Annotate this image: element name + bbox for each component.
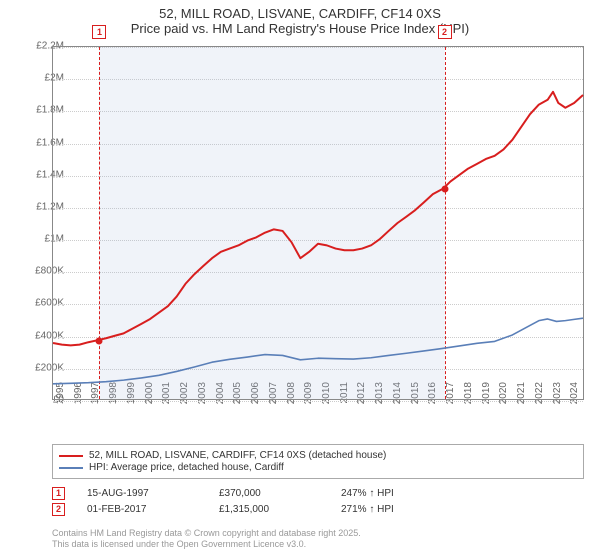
sale-marker-box: 1 [92, 25, 106, 39]
attribution: Contains HM Land Registry data © Crown c… [52, 528, 584, 551]
legend: 52, MILL ROAD, LISVANE, CARDIFF, CF14 0X… [52, 444, 584, 479]
legend-row: 52, MILL ROAD, LISVANE, CARDIFF, CF14 0X… [59, 450, 577, 461]
attribution-line2: This data is licensed under the Open Gov… [52, 539, 584, 550]
legend-swatch [59, 455, 83, 457]
sale-price: £1,315,000 [219, 504, 319, 515]
sale-date: 01-FEB-2017 [87, 504, 197, 515]
series-property [53, 92, 583, 346]
title-line1: 52, MILL ROAD, LISVANE, CARDIFF, CF14 0X… [0, 6, 600, 21]
legend-row: HPI: Average price, detached house, Card… [59, 462, 577, 473]
sale-row: 1 15-AUG-1997 £370,000 247% ↑ HPI [52, 487, 584, 500]
title-line2: Price paid vs. HM Land Registry's House … [0, 21, 600, 36]
legend-label: HPI: Average price, detached house, Card… [89, 462, 284, 473]
sale-row: 2 01-FEB-2017 £1,315,000 271% ↑ HPI [52, 503, 584, 516]
attribution-line1: Contains HM Land Registry data © Crown c… [52, 528, 584, 539]
line-series-svg [53, 47, 583, 399]
chart-plot-area: 12 [52, 46, 584, 400]
chart-title-block: 52, MILL ROAD, LISVANE, CARDIFF, CF14 0X… [0, 0, 600, 38]
sales-table: 1 15-AUG-1997 £370,000 247% ↑ HPI 2 01-FEB-20… [52, 484, 584, 519]
sale-hpi: 271% ↑ HPI [341, 504, 451, 515]
sale-date: 15-AUG-1997 [87, 488, 197, 499]
legend-swatch [59, 467, 83, 469]
sale-marker-box: 2 [438, 25, 452, 39]
sale-price: £370,000 [219, 488, 319, 499]
sale-row-marker: 2 [52, 503, 65, 516]
legend-label: 52, MILL ROAD, LISVANE, CARDIFF, CF14 0X… [89, 450, 386, 461]
sale-hpi: 247% ↑ HPI [341, 488, 451, 499]
sale-row-marker: 1 [52, 487, 65, 500]
gridline-h [53, 401, 583, 402]
